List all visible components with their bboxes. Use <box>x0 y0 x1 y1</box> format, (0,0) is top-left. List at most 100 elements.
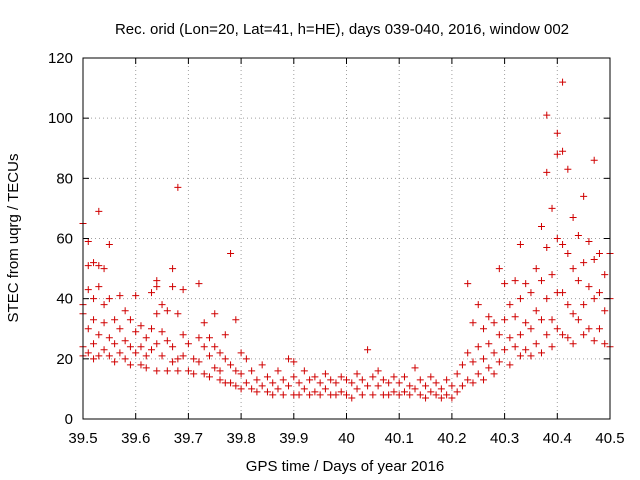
data-point <box>258 361 266 369</box>
data-point <box>111 340 119 348</box>
data-point <box>574 316 582 324</box>
data-point <box>321 385 329 393</box>
data-point <box>237 349 245 357</box>
data-point <box>495 358 503 366</box>
data-point <box>395 379 403 387</box>
data-point <box>364 382 372 390</box>
data-point <box>522 346 530 354</box>
data-point <box>590 337 598 345</box>
data-point <box>253 376 261 384</box>
data-point <box>422 394 430 402</box>
data-point <box>232 316 240 324</box>
data-point <box>358 376 366 384</box>
data-point <box>427 373 435 381</box>
data-point <box>537 277 545 285</box>
data-point <box>195 280 203 288</box>
data-point <box>263 373 271 381</box>
data-point <box>543 168 551 176</box>
data-point <box>506 334 514 342</box>
data-point <box>195 358 203 366</box>
y-tick-label: 40 <box>56 291 73 308</box>
data-point <box>269 379 277 387</box>
data-point <box>601 271 609 279</box>
y-axis-tick-labels: 0 20 40 60 80 100 120 <box>48 50 73 428</box>
data-point <box>559 147 567 155</box>
data-point <box>516 331 524 339</box>
data-point <box>480 355 488 363</box>
data-point <box>121 337 129 345</box>
data-point <box>290 373 298 381</box>
data-point <box>516 352 524 360</box>
data-point <box>116 349 124 357</box>
data-point <box>332 379 340 387</box>
chart-title: Rec. orid (Lon=20, Lat=41, h=HE), days 0… <box>115 21 569 38</box>
data-point <box>464 376 472 384</box>
data-point <box>548 343 556 351</box>
data-point <box>95 331 103 339</box>
data-point <box>179 352 187 360</box>
data-point <box>211 310 219 318</box>
data-point <box>137 343 145 351</box>
data-point <box>532 307 540 315</box>
data-point <box>263 388 271 396</box>
data-point <box>90 355 98 363</box>
data-point <box>174 183 182 191</box>
data-point <box>348 379 356 387</box>
data-point <box>480 376 488 384</box>
y-tick-label: 20 <box>56 351 73 368</box>
data-point <box>406 382 414 390</box>
data-point <box>590 156 598 164</box>
data-point <box>553 325 561 333</box>
data-point <box>132 349 140 357</box>
data-point <box>285 355 293 363</box>
data-point <box>269 391 277 399</box>
data-point <box>148 346 156 354</box>
data-point <box>416 391 424 399</box>
data-point <box>595 250 603 258</box>
data-point <box>158 328 166 336</box>
axis-ticks <box>82 57 611 420</box>
data-point <box>142 334 150 342</box>
data-point <box>511 313 519 321</box>
data-point <box>153 283 161 291</box>
data-point <box>358 391 366 399</box>
data-point <box>84 325 92 333</box>
data-point <box>163 307 171 315</box>
data-point <box>337 373 345 381</box>
data-point <box>590 256 598 264</box>
data-point <box>90 316 98 324</box>
data-point <box>585 238 593 246</box>
data-point <box>559 241 567 249</box>
data-point <box>84 286 92 294</box>
data-point <box>537 349 545 357</box>
data-point <box>126 316 134 324</box>
data-point <box>406 391 414 399</box>
data-point <box>84 238 92 246</box>
data-point <box>84 262 92 270</box>
data-point <box>553 235 561 242</box>
data-point <box>585 325 593 333</box>
data-point <box>495 265 503 273</box>
y-tick-label: 120 <box>48 50 73 67</box>
data-point <box>559 78 567 86</box>
data-point <box>400 373 408 381</box>
data-point <box>116 292 124 300</box>
data-point <box>221 355 229 363</box>
data-point <box>90 295 98 303</box>
data-point <box>595 289 603 297</box>
x-tick-label: 40.1 <box>385 430 414 447</box>
data-point <box>132 292 140 300</box>
data-point <box>474 301 482 309</box>
data-point <box>90 259 98 267</box>
data-point <box>248 367 256 375</box>
data-point <box>559 331 567 339</box>
data-point <box>501 346 509 354</box>
data-point <box>437 385 445 393</box>
data-point <box>569 310 577 318</box>
data-point <box>126 343 134 351</box>
data-point <box>464 280 472 288</box>
data-point <box>105 241 113 249</box>
data-point <box>411 364 419 372</box>
data-point <box>274 385 282 393</box>
data-point <box>580 192 588 200</box>
